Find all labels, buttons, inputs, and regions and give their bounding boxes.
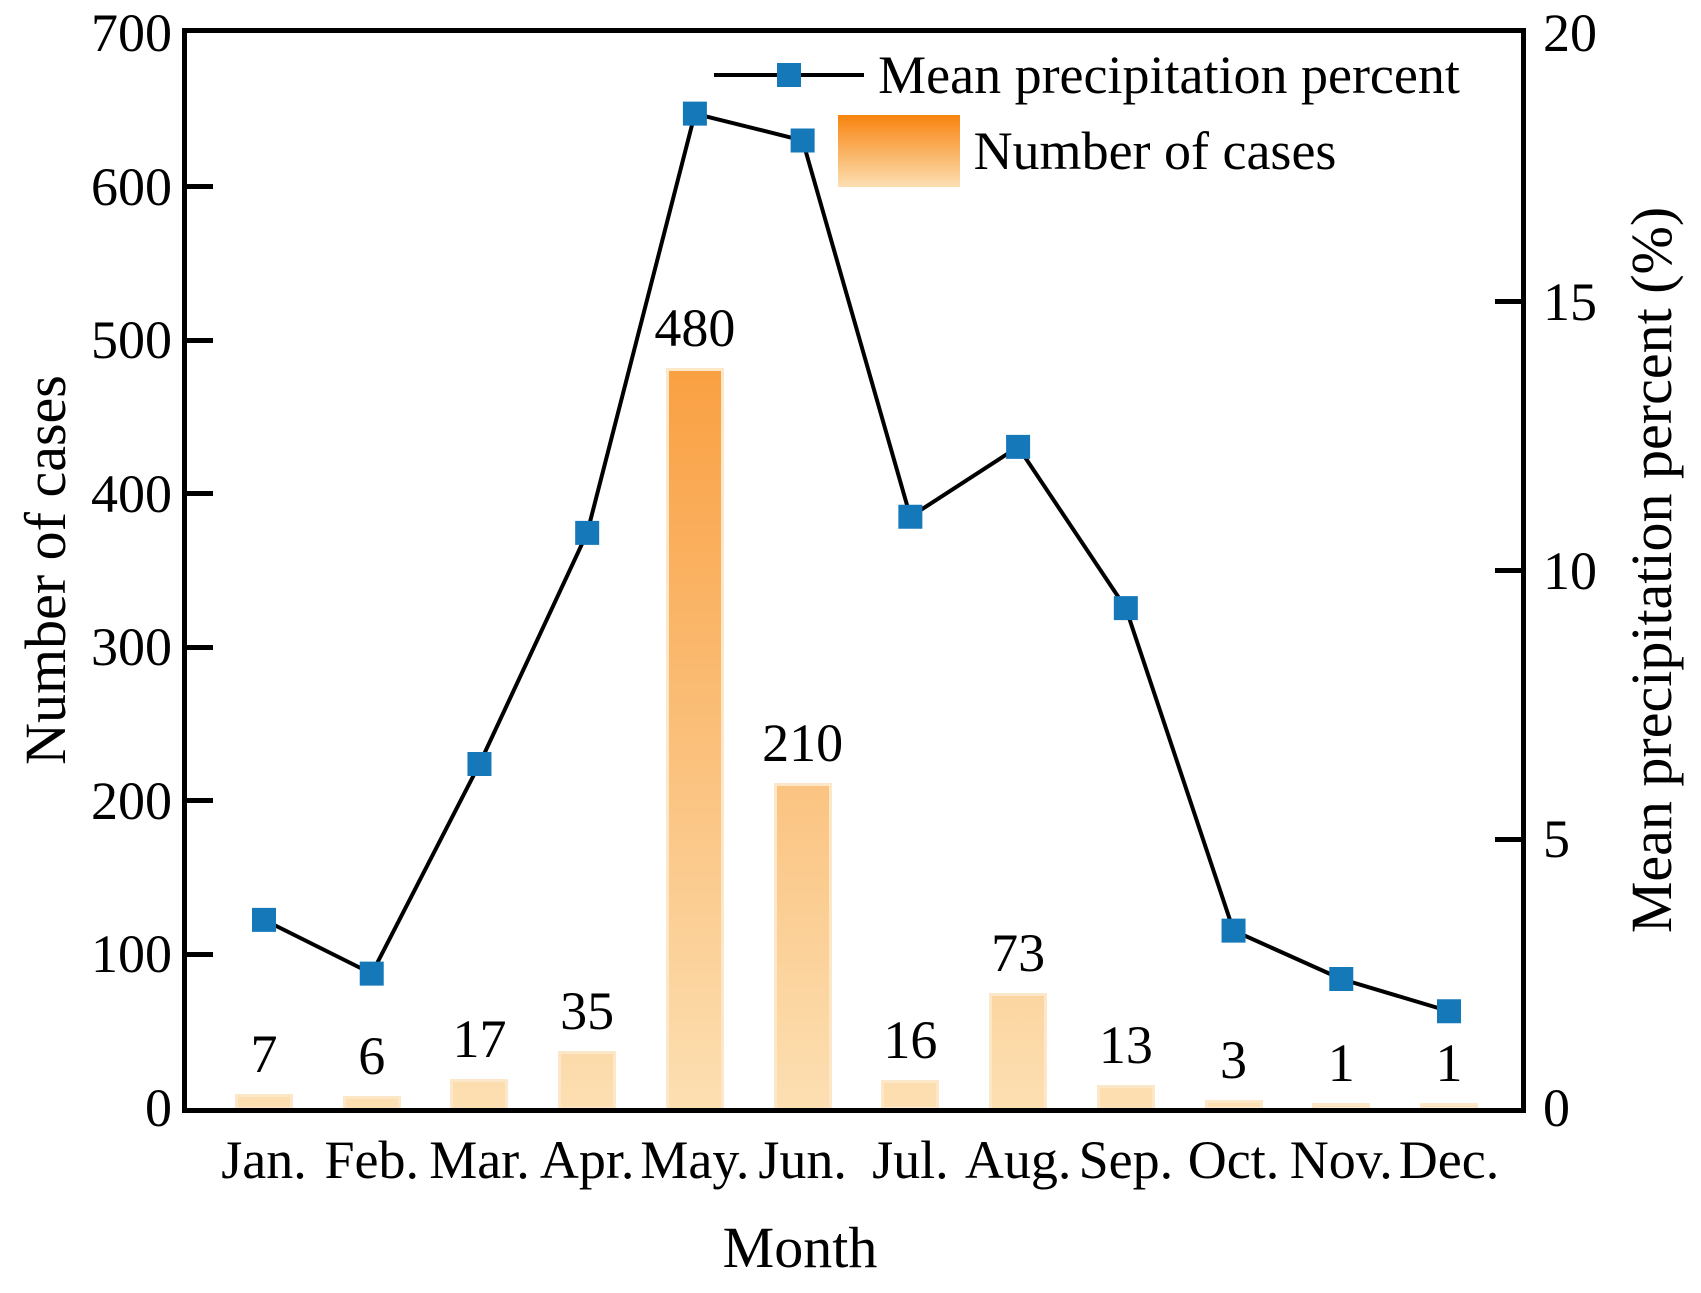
bar-Nov. [1312, 1103, 1371, 1108]
bar-May. [665, 367, 724, 1108]
bar-Mar. [450, 1078, 509, 1108]
y-axis-left-tick [187, 184, 213, 190]
x-tick-label-Jun: Jun. [758, 1130, 847, 1190]
legend-bar-swatch-icon [837, 115, 960, 187]
legend-line-marker-sample [714, 62, 865, 88]
bars-layer: 7 6 17 35 480 210 16 73 13 3 1 1 [187, 33, 1521, 1108]
bar-Aug. [989, 992, 1048, 1108]
line-layer [252, 101, 1461, 1024]
y-tick-label-left: 700 [91, 3, 172, 63]
x-tick-label-Aug: Aug. [964, 1130, 1072, 1190]
x-tick-label-Dec: Dec. [1398, 1130, 1500, 1190]
x-tick-label-Jan: Jan. [221, 1130, 307, 1190]
bar-value-label: 480 [654, 297, 736, 358]
bar-value-label: 17 [452, 1008, 507, 1069]
precipitation-line [263, 111, 1450, 1014]
line-marker [1221, 918, 1246, 943]
line-marker [898, 504, 923, 529]
legend-square-marker-icon [777, 63, 802, 87]
x-tick-label-Nov: Nov. [1289, 1130, 1393, 1190]
y-tick-label-left: 200 [91, 770, 172, 831]
line-marker [1329, 967, 1354, 991]
y-axis-left-tick [187, 951, 213, 957]
line-marker [682, 101, 707, 126]
line-marker [790, 128, 815, 153]
y-axis-left-tick [187, 337, 213, 343]
bar-Jun. [773, 782, 832, 1108]
bar-Apr. [558, 1051, 617, 1108]
y-tick-label-left: 300 [91, 617, 172, 678]
legend-label-precipitation: Mean precipitation percent [878, 45, 1460, 105]
y-axis-left-tick [187, 644, 213, 650]
y-tick-label-left: 500 [91, 310, 172, 371]
y-axis-left-tick [187, 798, 213, 804]
x-tick-label-Apr: Apr. [539, 1130, 635, 1190]
y-tick-label-left: 0 [145, 1078, 172, 1138]
y-axis-right-tick [1495, 568, 1521, 573]
legend-row-cases: Number of cases [657, 113, 1517, 189]
y-axis-right-tick [1495, 836, 1521, 842]
y-axis-left-tick [187, 491, 213, 497]
y-axis-right-tick [1495, 299, 1521, 305]
bar-Dec. [1419, 1103, 1478, 1108]
bar-value-label: 16 [883, 1010, 938, 1071]
bar-value-label: 13 [1098, 1015, 1153, 1076]
line-marker [575, 520, 600, 545]
bar-Jan. [235, 1094, 293, 1108]
line-marker [1436, 999, 1461, 1024]
line-marker [467, 752, 492, 776]
bar-Feb. [342, 1095, 401, 1108]
y-axis-left-tick-labels: 0 100 200 300 400 500 600 700 [0, 0, 172, 1293]
bar-value-label: 73 [991, 922, 1046, 983]
legend-label-cases: Number of cases [973, 121, 1337, 181]
bar-Sep. [1096, 1085, 1155, 1108]
line-marker [252, 907, 276, 932]
bar-value-label: 6 [358, 1025, 386, 1086]
x-tick-label-Oct: Oct. [1187, 1130, 1280, 1190]
x-axis-title: Month [722, 1215, 878, 1280]
y-axis-right-tick-labels: 0 5 10 15 20 [1543, 0, 1701, 1293]
bar-value-label: 1 [1327, 1033, 1355, 1094]
line-marker [1006, 434, 1031, 459]
y-tick-label-right: 5 [1543, 809, 1570, 870]
y-tick-label-left: 400 [91, 463, 172, 524]
bar-Oct. [1204, 1100, 1263, 1108]
y-tick-label-left: 600 [91, 156, 172, 217]
x-tick-label-Mar: Mar. [429, 1130, 530, 1190]
y-tick-label-right: 10 [1543, 540, 1597, 601]
bar-value-label: 3 [1220, 1030, 1248, 1091]
line-marker [1113, 596, 1138, 621]
x-tick-label-Sep: Sep. [1078, 1130, 1174, 1190]
y-tick-label-left: 100 [91, 924, 172, 985]
x-tick-label-Jul: Jul. [872, 1130, 949, 1190]
bar-value-label: 7 [250, 1024, 278, 1085]
bar-Jul. [881, 1080, 940, 1108]
legend: Mean precipitation percent Number of cas… [657, 37, 1517, 189]
bar-value-label: 210 [762, 712, 844, 773]
y-tick-label-right: 20 [1543, 3, 1597, 63]
bar-value-label: 1 [1435, 1033, 1463, 1094]
line-marker [359, 961, 384, 986]
y-tick-label-right: 0 [1543, 1078, 1570, 1138]
bar-value-label: 35 [560, 981, 615, 1042]
x-tick-label-Feb: Feb. [324, 1130, 419, 1190]
y-tick-label-right: 15 [1543, 271, 1597, 332]
x-tick-label-May: May. [640, 1130, 750, 1190]
legend-row-precipitation: Mean precipitation percent [657, 37, 1517, 113]
plot-area: 7 6 17 35 480 210 16 73 13 3 1 1 Mean precipitation… [182, 28, 1526, 1113]
